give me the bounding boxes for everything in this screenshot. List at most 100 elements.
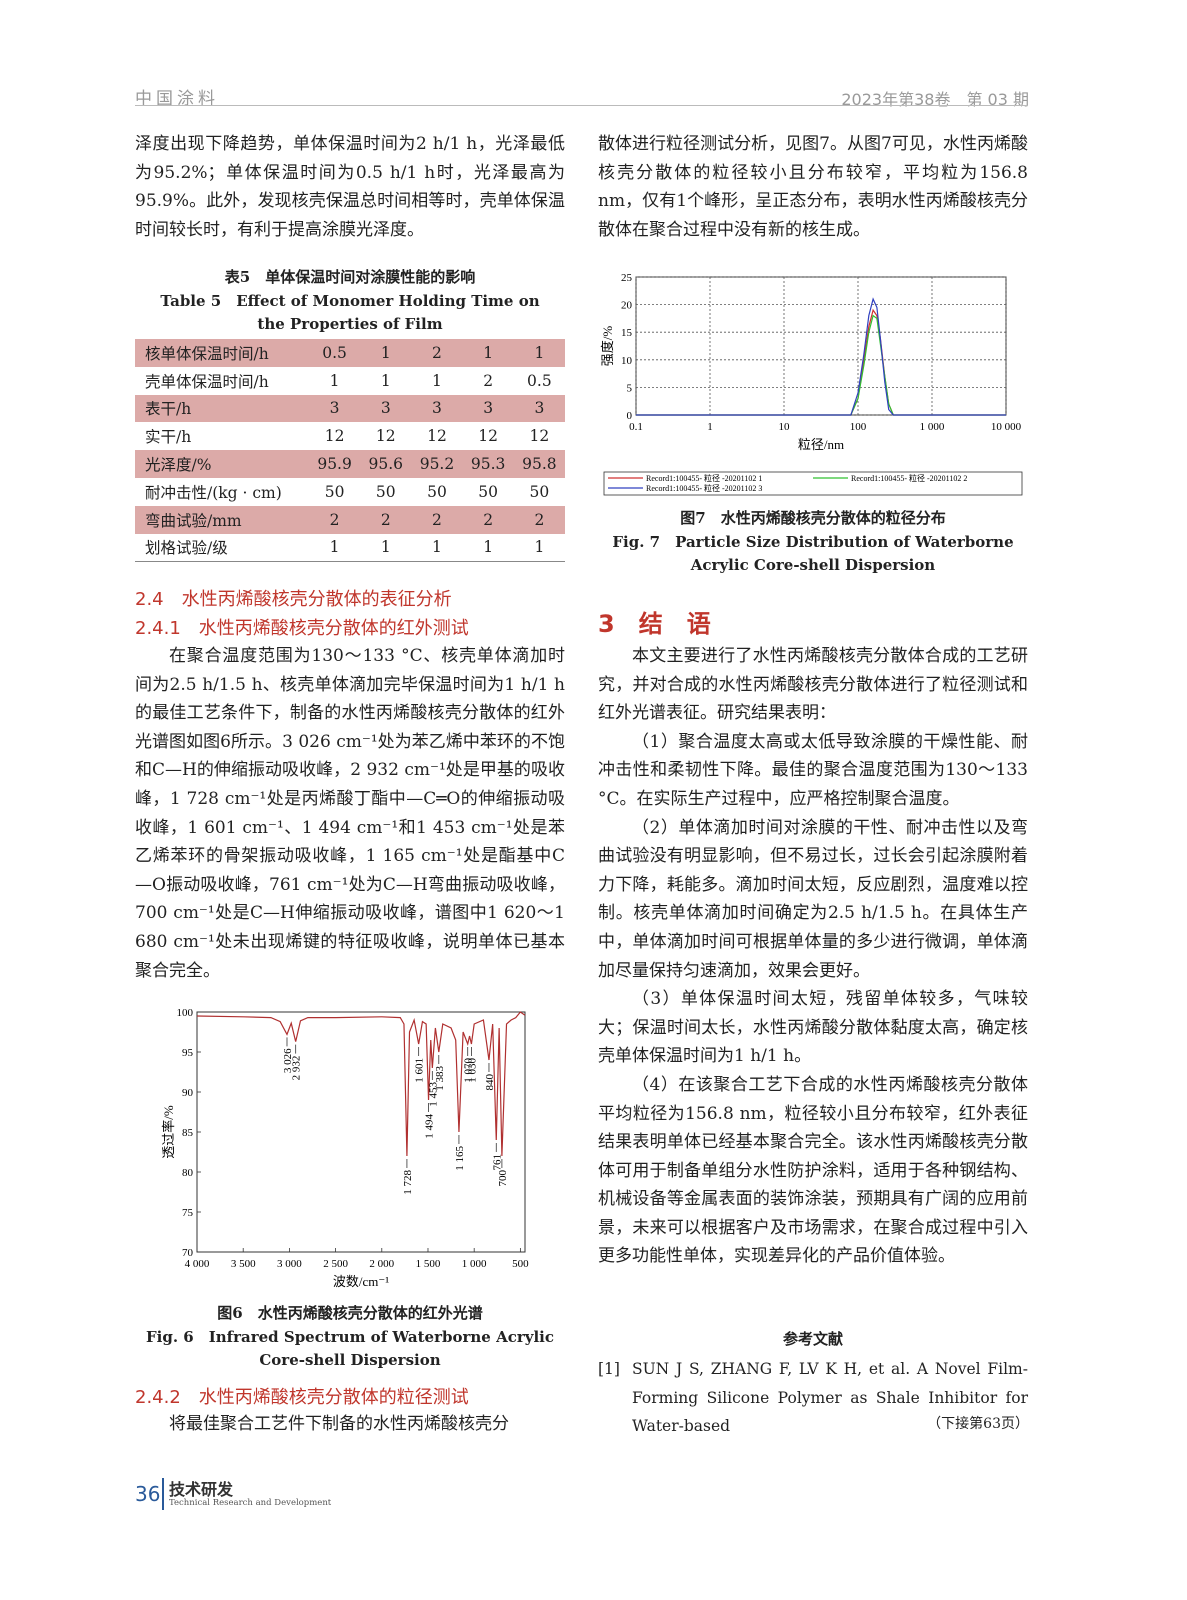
- x-axis-label: 波数/cm⁻¹: [333, 1274, 389, 1289]
- x-tick-label: 500: [512, 1258, 529, 1270]
- paragraph: 将最佳聚合工艺件下制备的水性丙烯酸核壳分: [169, 1414, 509, 1434]
- x-tick-label: 3 000: [277, 1258, 302, 1270]
- table-cell: 1: [380, 371, 391, 390]
- annotation-label: 1 494: [424, 1114, 436, 1139]
- table-caption-en: Table 5 Effect of Monomer Holding Time o…: [160, 292, 540, 333]
- table-cell: 95.3: [462, 450, 514, 478]
- journal-name: 中国涂料: [135, 89, 219, 109]
- paragraph: 本文主要进行了水性丙烯酸核壳分散体合成的工艺研究，并对合成的水性丙烯酸核壳分散体…: [598, 646, 1028, 724]
- list-item: （2）单体滴加时间对涂膜的干性、耐冲击性以及弯曲试验没有明显影响，但不易过长，过…: [598, 817, 1028, 981]
- section-heading: 3 结 语: [598, 610, 711, 638]
- table-cell: 2: [411, 339, 463, 367]
- table-cell: 95.2: [411, 450, 463, 478]
- table-caption-cn: 表5 单体保温时间对涂膜性能的影响: [224, 268, 476, 286]
- particle-size-chart: 0 5 10 15 20 25 0.1 1 10 100 1 000 10 000 粒径/nm 强度/% R…: [600, 272, 1023, 496]
- y-tick-label: 0: [627, 410, 633, 422]
- table-cell: 耐冲击性/(kg · cm): [145, 483, 282, 502]
- y-tick-label: 95: [182, 1047, 194, 1059]
- table-cell: 2: [513, 505, 565, 534]
- y-tick-label: 80: [182, 1167, 194, 1179]
- paragraph: 散体进行粒径测试分析，见图7。从图7可见，水性丙烯酸核壳分散体的粒径较小且分布较…: [598, 134, 1028, 240]
- conclusion: 本文主要进行了水性丙烯酸核壳分散体合成的工艺研究，并对合成的水性丙烯酸核壳分散体…: [598, 642, 1028, 1271]
- table-row: 壳单体保温时间/h 1 1 1 2 0.5: [135, 367, 565, 395]
- table-row: 弯曲试验/mm 2 2 2 2 2: [135, 505, 565, 534]
- y-tick-label: 10: [621, 355, 633, 367]
- table-cell: 核单体保温时间/h: [135, 339, 309, 367]
- table-cell: 50: [478, 482, 499, 501]
- table-cell: 50: [375, 482, 396, 501]
- x-tick-label: 2 000: [369, 1258, 394, 1270]
- table-cell: 1: [432, 371, 442, 390]
- table-cell: 1: [462, 339, 514, 367]
- plot-frame: [196, 1011, 526, 1253]
- table-cell: 1: [360, 339, 412, 367]
- x-tick-label: 10: [779, 421, 791, 433]
- table-cell: 50: [427, 482, 447, 501]
- table-cell: 1: [483, 538, 494, 557]
- annotation-label: 1 165: [454, 1146, 466, 1171]
- legend-label: Record1:100455- 粒径 -20201102 3: [646, 483, 762, 493]
- table-cell: 壳单体保温时间/h: [145, 372, 269, 391]
- table-cell: 12: [324, 427, 345, 446]
- continued-note: （下接第63页）: [927, 1416, 1029, 1432]
- data-line: [636, 308, 1006, 416]
- table-cell: 2: [360, 505, 412, 534]
- x-tick-label: 3 500: [231, 1258, 256, 1270]
- list-item: （3）单体保温时间太短，残留单体较多，气味较大；保温时间太长，水性丙烯酸分散体黏…: [598, 989, 1028, 1067]
- annotation-label: 3 026: [282, 1048, 294, 1073]
- table-cell: 3: [462, 394, 514, 423]
- y-tick-label: 100: [177, 1007, 194, 1019]
- x-tick-label: 2 500: [323, 1258, 348, 1270]
- table-cell: 3: [513, 394, 565, 423]
- table-cell: 1: [432, 538, 442, 557]
- x-tick-label: 4 000: [185, 1258, 210, 1270]
- figure-caption-cn: 图7 水性丙烯酸核壳分散体的粒径分布: [680, 509, 946, 527]
- list-item: （4）在该聚合工艺下合成的水性丙烯酸核壳分散体平均粒径为156.8 nm，粒径较…: [598, 1074, 1028, 1267]
- table-wrap: 核单体保温时间/h 0.5 1 2 1 1 壳单体保温时间/h 1 1 1 2 0.5 表干/h 3 3 3 3…: [135, 339, 565, 563]
- table-cell: 12: [427, 427, 447, 446]
- table-cell: 0.5: [527, 371, 552, 390]
- y-tick-label: 85: [182, 1127, 194, 1139]
- table-cell: 2: [462, 505, 514, 534]
- table-cell: 2: [309, 505, 361, 534]
- table-cell: 弯曲试验/mm: [135, 505, 309, 534]
- table-cell: 实干/h: [145, 428, 192, 447]
- subsection-heading: 2.4.2 水性丙烯酸核壳分散体的粒径测试: [135, 1387, 469, 1408]
- paragraph: 泽度出现下降趋势，单体保温时间为2 h/1 h，光泽最低为95.2%；单体保温时…: [135, 134, 565, 240]
- table-cell: 2: [483, 371, 494, 390]
- reference-number: [1]: [598, 1360, 620, 1378]
- table-cell: 12: [529, 427, 550, 446]
- footer-section-en: Technical Research and Development: [169, 1498, 332, 1508]
- table-cell: 50: [529, 482, 550, 501]
- annotation-label: 1 383: [434, 1066, 446, 1091]
- annotation-label: 761: [491, 1154, 503, 1171]
- table-row: 耐冲击性/(kg · cm) 50 50 50 50 50: [135, 478, 565, 506]
- legend-label: Record1:100455- 粒径 -20201102 1: [646, 473, 762, 483]
- table-cell: 95.8: [513, 450, 565, 478]
- y-tick-label: 70: [182, 1247, 194, 1259]
- table-cell: 1: [513, 339, 565, 367]
- table-cell: 划格试验/级: [145, 539, 228, 558]
- x-tick-label: 1 000: [920, 421, 945, 433]
- table-cell: 95.9: [309, 450, 361, 478]
- paragraph: 在聚合温度范围为130～133 °C、核壳单体滴加时间为2.5 h/1.5 h、…: [135, 646, 565, 981]
- figure-caption-cn: 图6 水性丙烯酸核壳分散体的红外光谱: [217, 1304, 483, 1322]
- annotation-label: 700: [497, 1170, 509, 1187]
- table-cell: 1: [329, 538, 340, 557]
- figure-caption-en: Fig. 6 Infrared Spectrum of Waterborne A…: [145, 1328, 554, 1369]
- annotation-label: 1 728: [402, 1170, 414, 1195]
- list-item: （1）聚合温度太高或太低导致涂膜的干燥性能、耐冲击性和柔韧性下降。最佳的聚合温度…: [598, 731, 1028, 809]
- y-axis-label: 强度/%: [600, 326, 615, 367]
- subsection-heading: 2.4.1 水性丙烯酸核壳分散体的红外测试: [135, 614, 469, 640]
- table-row: 光泽度/% 95.9 95.6 95.2 95.3 95.8: [135, 450, 565, 478]
- footer-rule: [162, 1478, 164, 1510]
- table-cell: 3: [360, 394, 412, 423]
- reference-text: SUN J S, ZHANG F, LV K H, et al. A Novel…: [632, 1360, 1028, 1436]
- legend-box: [603, 471, 1023, 496]
- x-tick-label: 10 000: [991, 421, 1022, 433]
- table-cell: 0.5: [309, 339, 361, 367]
- annotation-label: 1 453: [427, 1082, 439, 1107]
- table-cell: 50: [324, 482, 345, 501]
- table-cell: 12: [375, 427, 396, 446]
